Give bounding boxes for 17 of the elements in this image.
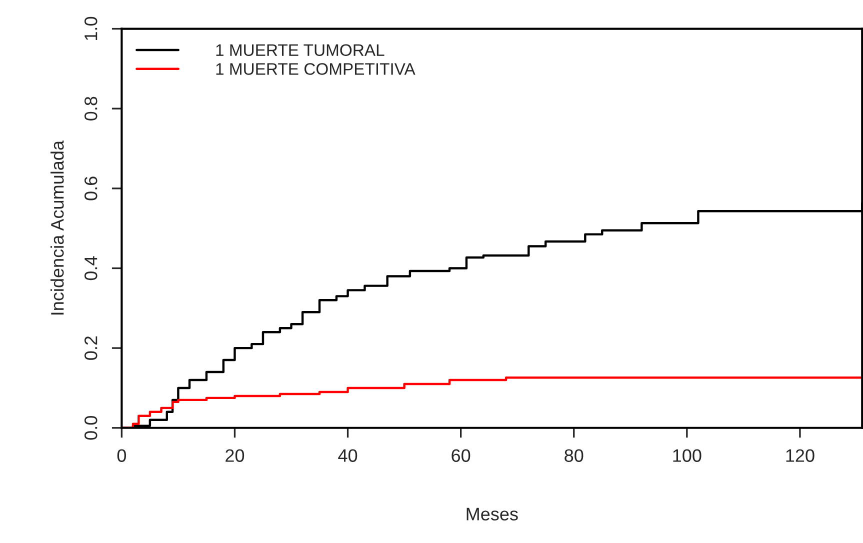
legend-label: 1 MUERTE TUMORAL: [216, 44, 384, 56]
x-axis-title: Meses: [466, 508, 518, 520]
y-tick-label: 0.6: [84, 176, 98, 200]
y-tick-label: 0.8: [84, 96, 98, 120]
x-tick-label: 20: [226, 449, 244, 462]
x-tick-label: 120: [786, 449, 814, 462]
y-axis-title: Incidencia Acumulada: [50, 140, 64, 314]
x-tick-label: 40: [338, 449, 358, 462]
x-tick-label: 80: [564, 449, 584, 462]
y-tick-label: 0.4: [84, 256, 98, 280]
y-tick-label: 0.2: [84, 336, 98, 360]
x-tick-label: 60: [452, 449, 470, 462]
x-tick-label: 0: [117, 449, 126, 462]
legend-label: 1 MUERTE COMPETITIVA: [216, 63, 416, 75]
y-tick-label: 1.0: [84, 16, 98, 40]
y-tick-label: 0.0: [84, 416, 98, 440]
x-tick-label: 100: [673, 449, 702, 462]
